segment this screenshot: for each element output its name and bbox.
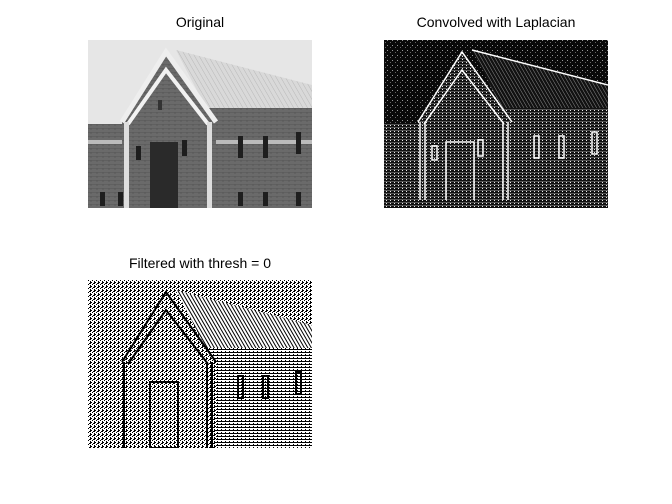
image-laplacian xyxy=(384,40,608,208)
image-thresh xyxy=(88,280,312,448)
title-laplacian: Convolved with Laplacian xyxy=(416,14,576,30)
image-original xyxy=(88,40,312,208)
title-original: Original xyxy=(175,14,225,30)
title-thresh: Filtered with thresh = 0 xyxy=(128,255,271,271)
